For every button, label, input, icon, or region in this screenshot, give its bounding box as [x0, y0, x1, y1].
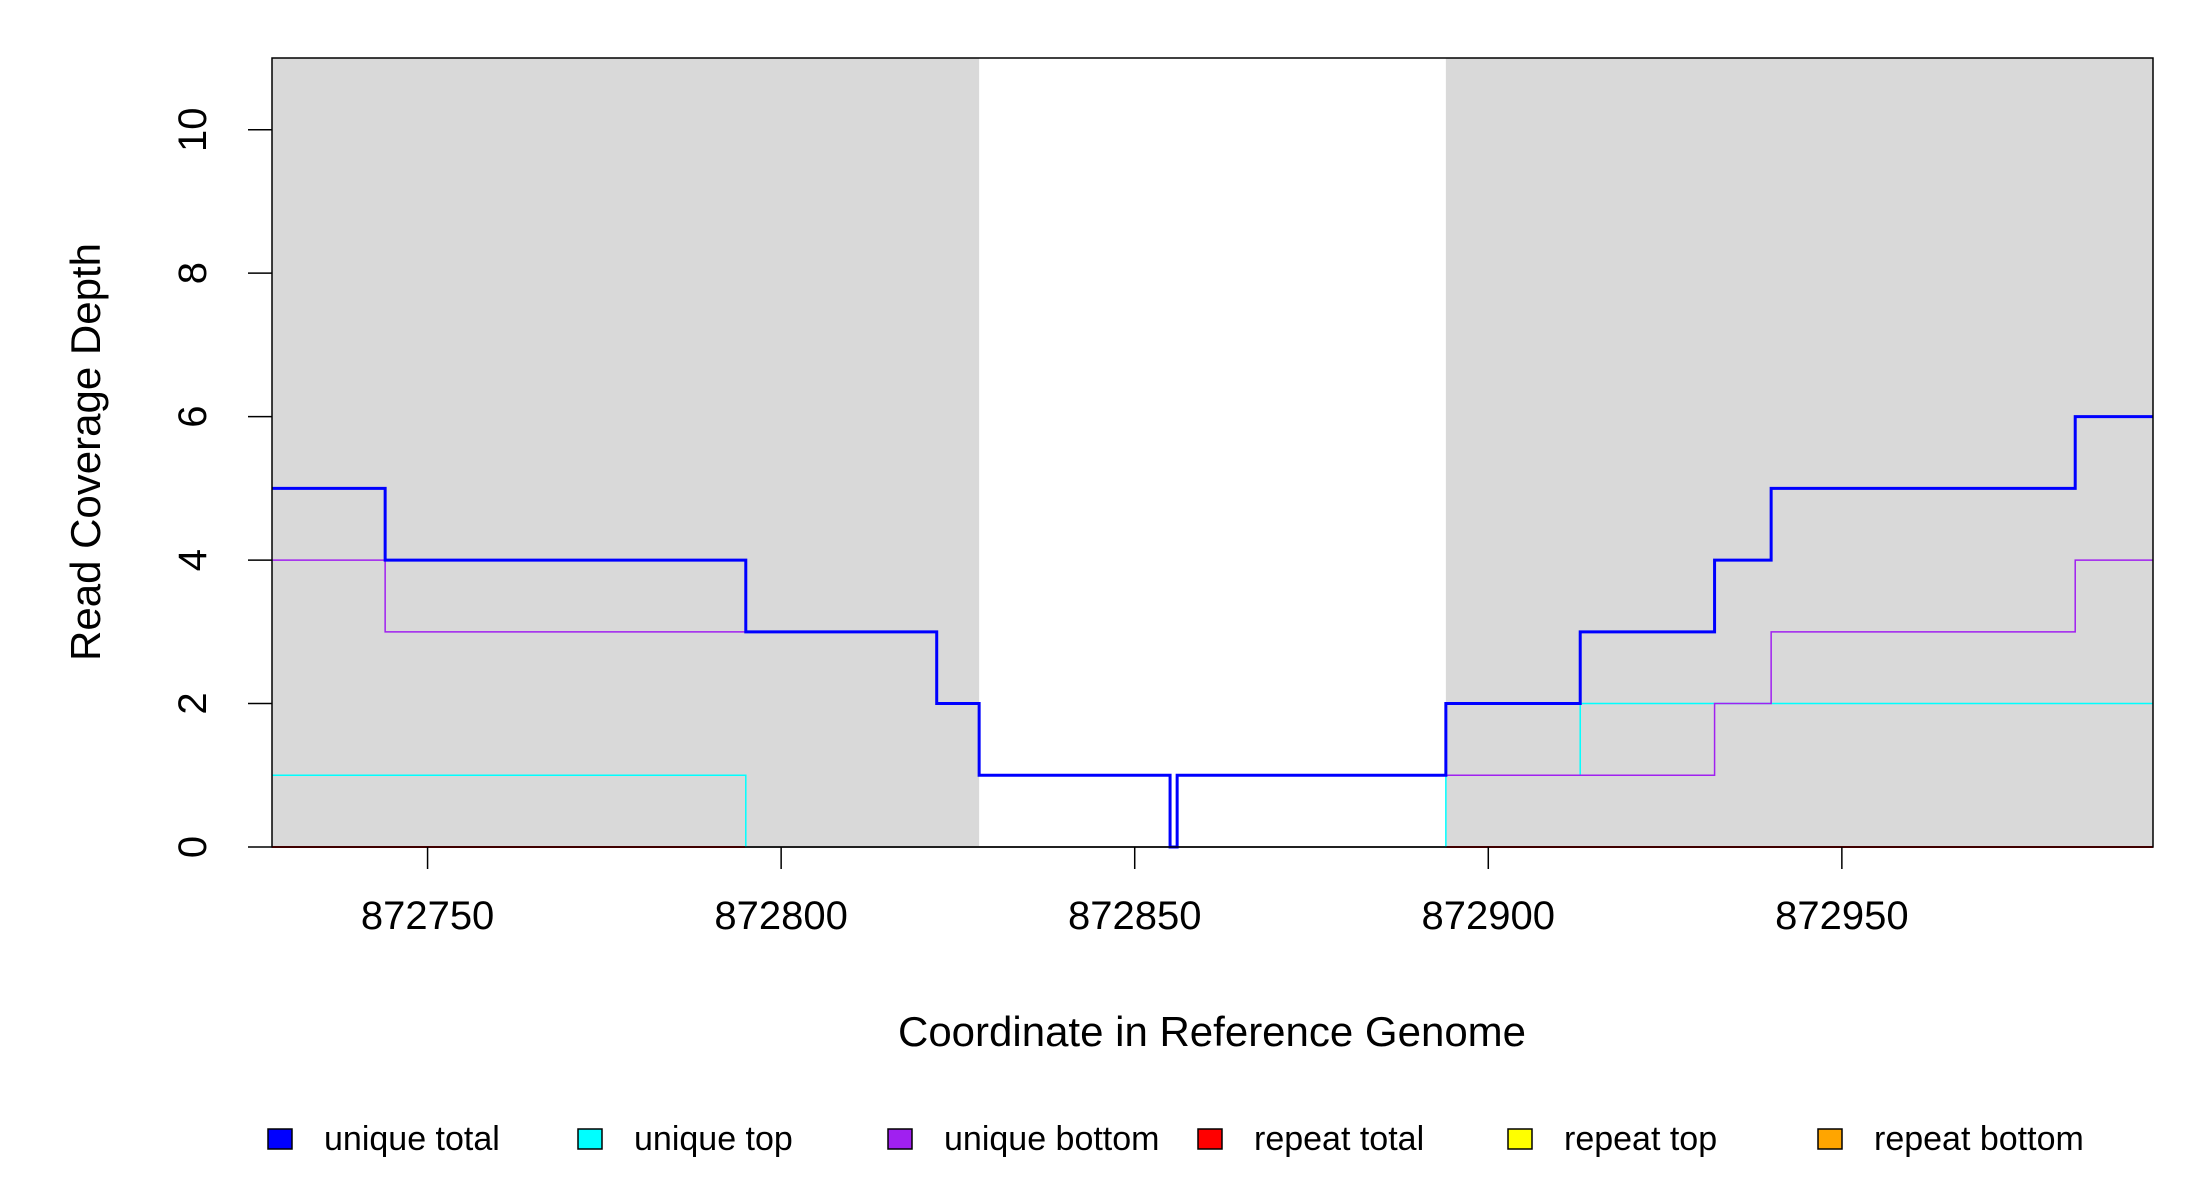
x-axis-label: Coordinate in Reference Genome: [898, 1008, 1526, 1055]
legend-swatch: [267, 1128, 293, 1150]
y-tick-label: 4: [171, 549, 215, 571]
shaded-regions: [272, 58, 2153, 847]
legend-swatch: [1197, 1128, 1223, 1150]
series-line-unique-top: [272, 702, 2153, 848]
y-tick-label: 6: [171, 406, 215, 428]
legend-label: repeat bottom: [1874, 1120, 2084, 1158]
legend-swatch: [887, 1128, 913, 1150]
shaded-region-0: [272, 58, 980, 847]
legend: unique total unique top unique bottom repea…: [267, 1120, 2084, 1158]
y-axis-label: Read Coverage Depth: [62, 243, 109, 661]
y-tick-label: 2: [171, 692, 215, 714]
x-axis: 872750 872800 872850 872900 872950: [361, 847, 1909, 938]
plot-frame: [271, 57, 2154, 848]
legend-swatch: [1507, 1128, 1533, 1150]
y-tick-label: 0: [171, 836, 215, 858]
x-tick-label: 872850: [1068, 894, 1201, 938]
legend-label: unique bottom: [944, 1120, 1160, 1158]
x-tick-label: 872750: [361, 894, 494, 938]
legend-label: unique total: [324, 1120, 500, 1158]
legend-label: unique top: [634, 1120, 793, 1158]
y-tick-label: 8: [171, 262, 215, 284]
legend-label: repeat total: [1254, 1120, 1424, 1158]
legend-swatch: [577, 1128, 603, 1150]
x-tick-label: 872900: [1422, 894, 1555, 938]
y-tick-label: 10: [171, 107, 215, 152]
x-tick-label: 872800: [714, 894, 847, 938]
y-axis: 0 2 4 6 8 10: [171, 107, 272, 858]
legend-label: repeat top: [1564, 1120, 1717, 1158]
shaded-region-1: [1445, 58, 2153, 847]
legend-swatch: [1817, 1128, 1843, 1150]
series-line-unique-total: [272, 415, 2153, 849]
x-tick-label: 872950: [1775, 894, 1908, 938]
